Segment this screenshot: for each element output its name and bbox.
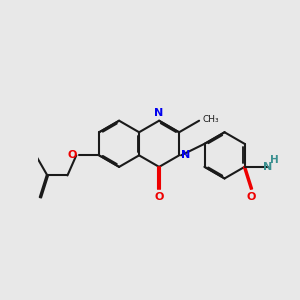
Text: N: N	[154, 108, 164, 118]
Text: O: O	[247, 192, 256, 202]
Text: O: O	[67, 150, 77, 160]
Text: N: N	[263, 162, 272, 172]
Text: N: N	[181, 150, 190, 160]
Text: CH₃: CH₃	[203, 116, 220, 124]
Text: O: O	[154, 192, 164, 202]
Text: H: H	[270, 155, 279, 165]
